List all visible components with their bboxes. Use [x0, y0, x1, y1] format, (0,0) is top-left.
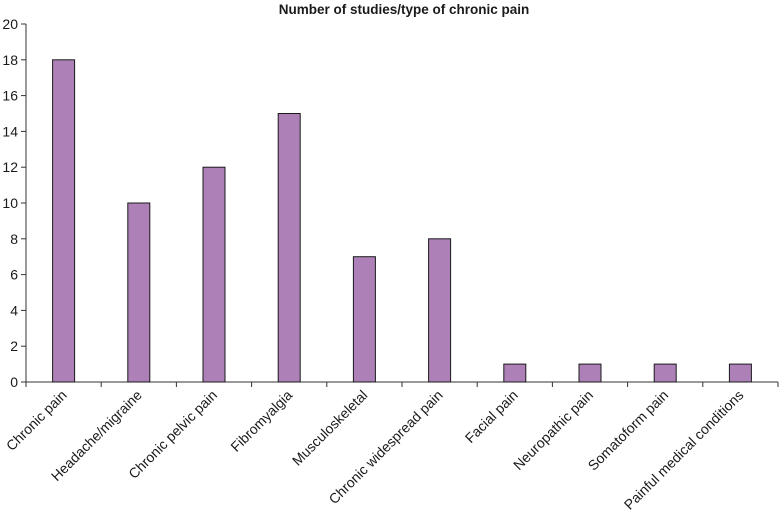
bars: [52, 59, 752, 383]
y-tick-label: 8: [10, 231, 18, 247]
x-tick-label: Neuropathic pain: [510, 387, 596, 473]
chart-title: Number of studies/type of chronic pain: [279, 2, 530, 17]
y-axis-ticks: 0 2 4 6 8 10 12 14 16 18 20: [2, 16, 779, 390]
y-tick-label: 16: [2, 88, 18, 104]
y-tick-label: 2: [10, 338, 18, 354]
bar: [127, 202, 151, 383]
y-tick-label: 12: [2, 159, 18, 175]
x-tick-label: Musculoskeletal: [289, 387, 371, 469]
y-tick-label: 0: [10, 374, 18, 390]
bar: [728, 363, 752, 383]
bar: [352, 256, 376, 383]
x-tick-label: Fibromyalgia: [227, 387, 295, 455]
bar: [277, 113, 301, 383]
y-tick-label: 6: [10, 267, 18, 283]
bar: [52, 59, 76, 383]
bar: [503, 363, 527, 383]
bar: [202, 166, 226, 383]
x-tick-label: Painful medical conditions: [621, 387, 747, 513]
bar: [578, 363, 602, 383]
bar: [653, 363, 677, 383]
y-tick-label: 4: [10, 302, 18, 318]
y-tick-label: 18: [2, 52, 18, 68]
x-tick-label: Somatoform pain: [585, 387, 672, 474]
y-tick-label: 20: [2, 16, 18, 32]
x-tick-label: Chronic pain: [3, 387, 70, 454]
bar: [428, 238, 452, 383]
y-tick-label: 14: [2, 123, 18, 139]
x-tick-label: Facial pain: [462, 387, 521, 446]
y-tick-label: 10: [2, 195, 18, 211]
